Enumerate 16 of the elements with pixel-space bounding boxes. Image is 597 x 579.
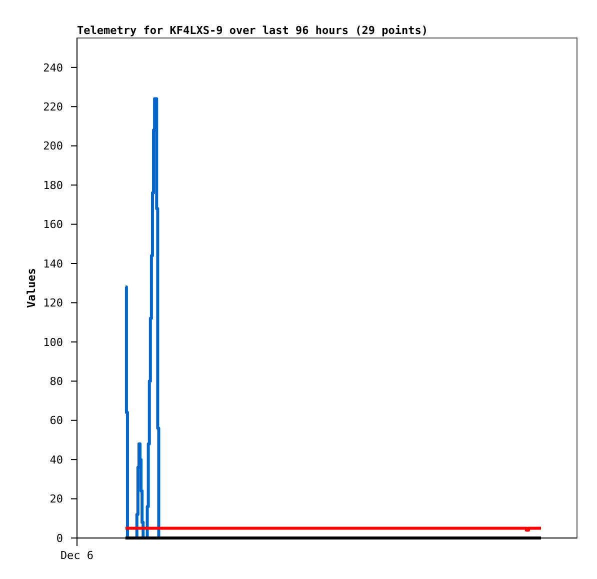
y-tick-label: 140 xyxy=(43,257,63,270)
y-tick-label: 200 xyxy=(43,140,63,153)
y-tick-label: 160 xyxy=(43,218,63,232)
y-tick-label: 100 xyxy=(43,336,63,349)
y-tick-label: 80 xyxy=(50,374,63,388)
y-tick-label: 220 xyxy=(43,100,63,114)
y-tick-label: 0 xyxy=(56,532,63,545)
y-tick-label: 40 xyxy=(50,453,63,466)
y-tick-label: 240 xyxy=(43,61,63,74)
chart-title: Telemetry for KF4LXS-9 over last 96 hours (29 points) xyxy=(77,24,428,37)
y-tick-label: 180 xyxy=(43,178,63,192)
y-tick-label: 60 xyxy=(50,414,63,428)
y-tick-label: 120 xyxy=(43,296,63,310)
y-axis-title: Values xyxy=(25,268,38,308)
y-tick-label: 20 xyxy=(50,492,63,506)
text: Dec 6 xyxy=(60,549,94,562)
